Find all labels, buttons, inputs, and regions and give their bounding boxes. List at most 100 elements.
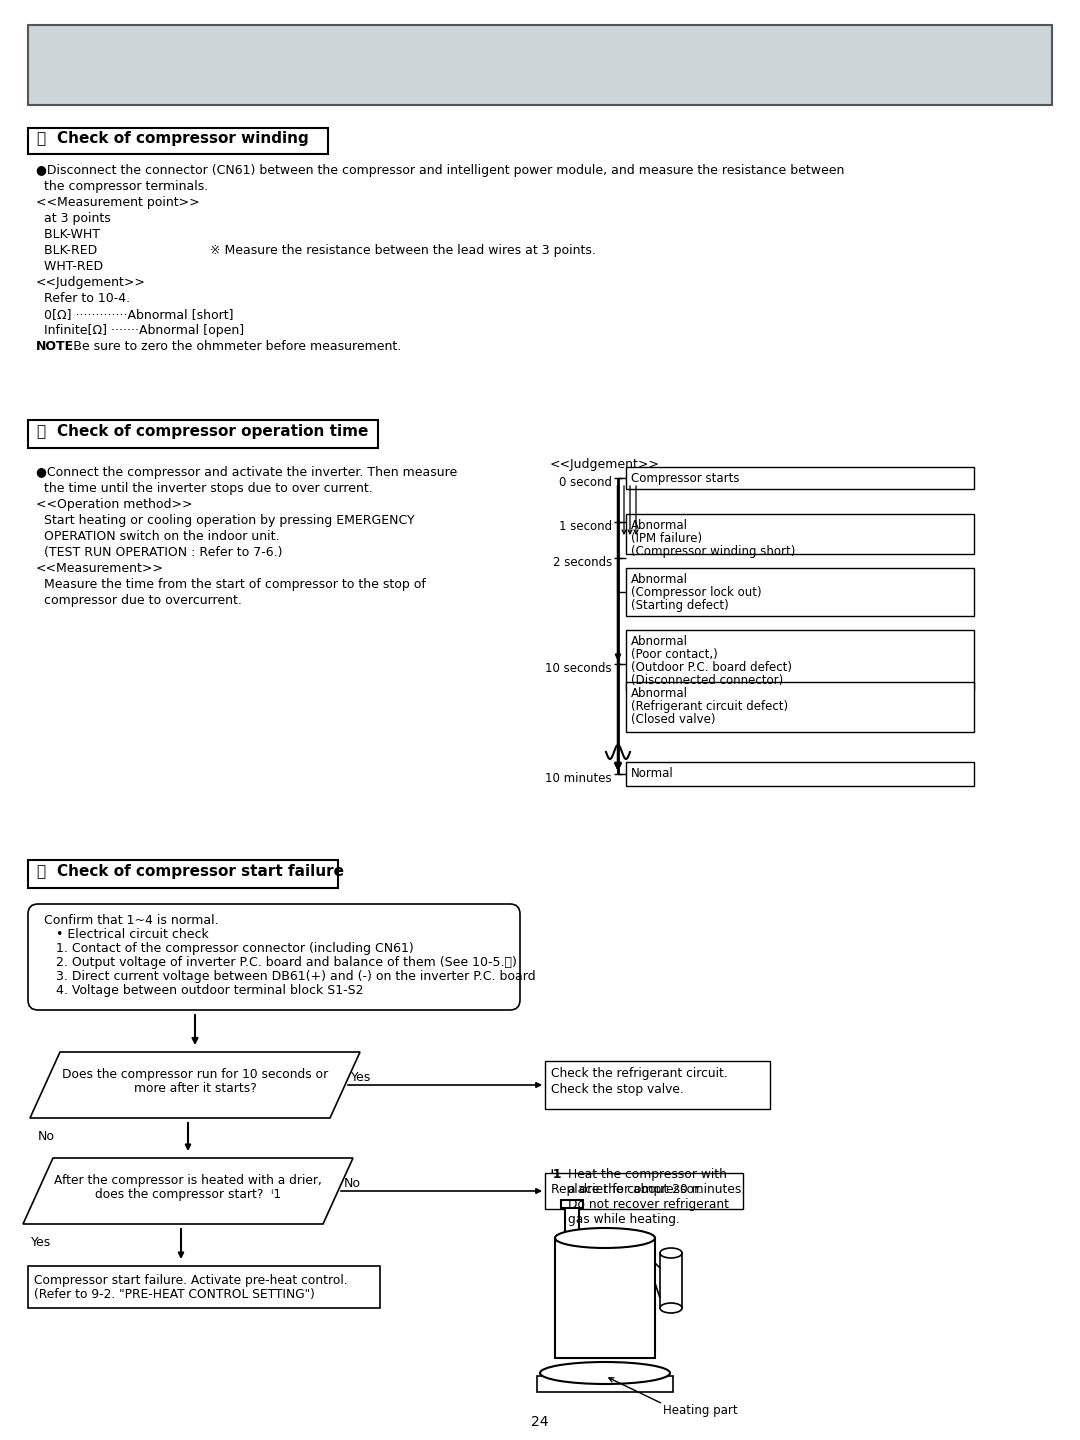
Text: Yes: Yes — [351, 1071, 372, 1084]
Text: Infinite[Ω] ·······Abnormal [open]: Infinite[Ω] ·······Abnormal [open] — [36, 324, 244, 337]
Text: BLK-WHT: BLK-WHT — [36, 228, 100, 240]
Text: Refer to 10-4.: Refer to 10-4. — [36, 292, 130, 305]
Text: <<Judgement>>: <<Judgement>> — [550, 458, 660, 471]
Text: (Compressor lock out): (Compressor lock out) — [631, 586, 761, 599]
Text: Heating part: Heating part — [663, 1404, 738, 1417]
Text: <<Measurement>>: <<Measurement>> — [36, 562, 164, 575]
Text: ※ Measure the resistance between the lead wires at 3 points.: ※ Measure the resistance between the lea… — [210, 243, 596, 256]
Text: 1. Contact of the compressor connector (including CN61): 1. Contact of the compressor connector (… — [56, 942, 414, 955]
Text: Measure the time from the start of compressor to the stop of: Measure the time from the start of compr… — [36, 577, 426, 590]
Bar — [626, 762, 974, 786]
Text: 10 minutes: 10 minutes — [545, 772, 612, 785]
Text: BLK-RED: BLK-RED — [36, 243, 97, 256]
Text: No: No — [38, 1130, 55, 1143]
Ellipse shape — [660, 1248, 681, 1259]
Bar — [28, 420, 378, 448]
Text: gas while heating.: gas while heating. — [568, 1212, 680, 1225]
Ellipse shape — [555, 1228, 654, 1248]
Text: (Starting defect): (Starting defect) — [631, 599, 729, 612]
Bar — [660, 1253, 681, 1308]
Text: NOTE: NOTE — [36, 340, 75, 353]
Text: 2. Output voltage of inverter P.C. board and balance of them (See 10-5.Ⓑ): 2. Output voltage of inverter P.C. board… — [56, 956, 517, 969]
Text: ●Connect the compressor and activate the inverter. Then measure: ●Connect the compressor and activate the… — [36, 467, 457, 480]
Polygon shape — [23, 1158, 353, 1224]
Bar — [626, 631, 974, 690]
Bar — [545, 1061, 770, 1109]
Bar — [28, 1266, 380, 1308]
Text: the time until the inverter stops due to over current.: the time until the inverter stops due to… — [36, 482, 373, 495]
Text: OPERATION switch on the indoor unit.: OPERATION switch on the indoor unit. — [36, 530, 280, 543]
Text: <<Operation method>>: <<Operation method>> — [36, 498, 192, 511]
Polygon shape — [30, 1053, 360, 1117]
Text: No: No — [345, 1176, 361, 1189]
Text: ●Disconnect the connector (CN61) between the compressor and intelligent power mo: ●Disconnect the connector (CN61) between… — [36, 164, 845, 177]
Bar — [28, 860, 338, 888]
Text: <<Judgement>>: <<Judgement>> — [36, 276, 146, 289]
Text: 1 second: 1 second — [558, 520, 612, 533]
Text: (Outdoor P.C. board defect): (Outdoor P.C. board defect) — [631, 661, 792, 674]
Text: (Disconnected connector): (Disconnected connector) — [631, 674, 783, 687]
Text: ⓤ: ⓤ — [36, 423, 45, 439]
Text: the compressor terminals.: the compressor terminals. — [36, 180, 208, 193]
Text: Check the stop valve.: Check the stop valve. — [551, 1083, 684, 1096]
Text: (Closed valve): (Closed valve) — [631, 713, 715, 726]
Text: Confirm that 1~4 is normal.: Confirm that 1~4 is normal. — [44, 914, 218, 927]
FancyBboxPatch shape — [28, 904, 519, 1009]
Text: Compressor start failure. Activate pre-heat control.: Compressor start failure. Activate pre-h… — [33, 1274, 348, 1287]
Bar — [545, 1174, 743, 1210]
Text: 4. Voltage between outdoor terminal block S1-S2: 4. Voltage between outdoor terminal bloc… — [56, 984, 364, 996]
Text: After the compressor is heated with a drier,: After the compressor is heated with a dr… — [54, 1174, 322, 1187]
Text: a drier for about 20 minutes.: a drier for about 20 minutes. — [568, 1184, 745, 1197]
Text: 2 seconds: 2 seconds — [553, 556, 612, 569]
Text: ⓓ: ⓓ — [36, 131, 45, 145]
Text: 3. Direct current voltage between DB61(+) and (-) on the inverter P.C. board: 3. Direct current voltage between DB61(+… — [56, 971, 536, 984]
Ellipse shape — [540, 1362, 670, 1384]
Text: <<Measurement point>>: <<Measurement point>> — [36, 196, 200, 209]
Text: Abnormal: Abnormal — [631, 518, 688, 531]
Text: Abnormal: Abnormal — [631, 573, 688, 586]
Text: Check of compressor start failure: Check of compressor start failure — [57, 864, 345, 878]
Text: (Compressor winding short): (Compressor winding short) — [631, 544, 795, 557]
Text: (TEST RUN OPERATION : Refer to 7-6.): (TEST RUN OPERATION : Refer to 7-6.) — [36, 546, 283, 559]
Text: 0 second: 0 second — [559, 475, 612, 488]
Text: ⁱ1: ⁱ1 — [550, 1168, 562, 1181]
Text: (IPM failure): (IPM failure) — [631, 531, 702, 544]
Text: WHT-RED: WHT-RED — [36, 261, 103, 274]
Text: Abnormal: Abnormal — [631, 635, 688, 648]
Text: at 3 points: at 3 points — [36, 212, 111, 225]
Text: Compressor starts: Compressor starts — [631, 472, 740, 485]
Text: more after it starts?: more after it starts? — [134, 1081, 256, 1094]
Text: (Refrigerant circuit defect): (Refrigerant circuit defect) — [631, 700, 788, 713]
Text: ⓕ: ⓕ — [36, 864, 45, 878]
Text: (Poor contact,): (Poor contact,) — [631, 648, 718, 661]
Text: Heat the compressor with: Heat the compressor with — [568, 1168, 727, 1181]
Bar — [626, 514, 974, 554]
Text: Check the refrigerant circuit.: Check the refrigerant circuit. — [551, 1067, 728, 1080]
Text: Abnormal: Abnormal — [631, 687, 688, 700]
Text: 0[Ω] ·············Abnormal [short]: 0[Ω] ·············Abnormal [short] — [36, 308, 233, 321]
Bar — [565, 1202, 579, 1240]
Text: : Be sure to zero the ohmmeter before measurement.: : Be sure to zero the ohmmeter before me… — [65, 340, 402, 353]
Bar — [28, 24, 1052, 105]
Text: compressor due to overcurrent.: compressor due to overcurrent. — [36, 593, 242, 608]
Ellipse shape — [660, 1303, 681, 1313]
Text: Normal: Normal — [631, 768, 674, 780]
Text: 24: 24 — [531, 1416, 549, 1428]
Text: 10 seconds: 10 seconds — [545, 661, 612, 674]
Text: Check of compressor winding: Check of compressor winding — [57, 131, 309, 145]
Text: Check of compressor operation time: Check of compressor operation time — [57, 423, 368, 439]
Bar — [626, 467, 974, 490]
Bar — [537, 1377, 673, 1392]
Bar — [561, 1200, 583, 1208]
Text: does the compressor start?  ⁱ1: does the compressor start? ⁱ1 — [95, 1188, 281, 1201]
Bar — [626, 567, 974, 616]
Text: (Refer to 9-2. "PRE-HEAT CONTROL SETTING"): (Refer to 9-2. "PRE-HEAT CONTROL SETTING… — [33, 1287, 315, 1300]
Bar — [28, 128, 328, 154]
Bar — [626, 683, 974, 732]
Text: • Electrical circuit check: • Electrical circuit check — [56, 927, 208, 940]
Text: Yes: Yes — [31, 1236, 51, 1248]
Text: Replace the compressor.: Replace the compressor. — [551, 1184, 702, 1197]
Text: Start heating or cooling operation by pressing EMERGENCY: Start heating or cooling operation by pr… — [36, 514, 415, 527]
Text: Does the compressor run for 10 seconds or: Does the compressor run for 10 seconds o… — [62, 1068, 328, 1081]
Bar — [555, 1238, 654, 1358]
